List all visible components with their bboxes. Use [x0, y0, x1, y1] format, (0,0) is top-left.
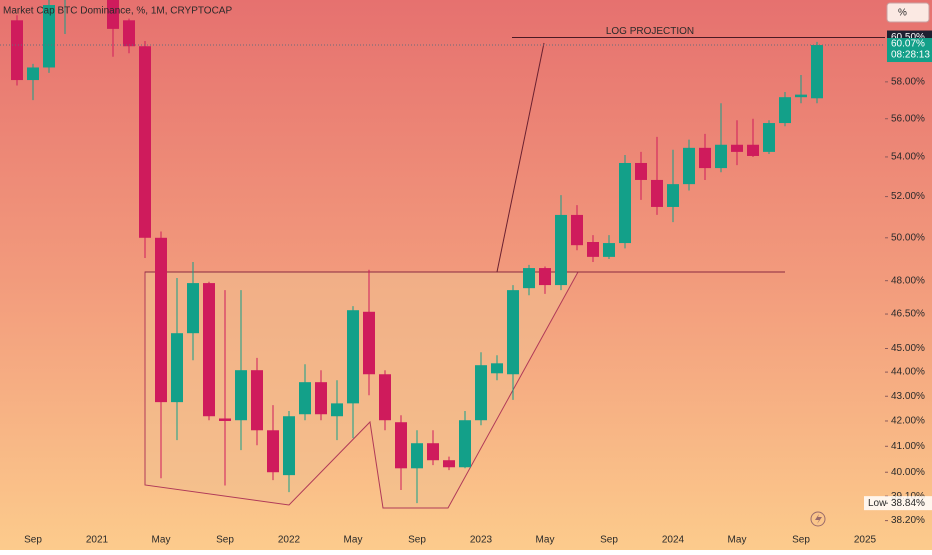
- y-tick-label: 40.00%: [891, 467, 925, 478]
- candle-body: [251, 370, 263, 431]
- y-tick-label: 41.00%: [891, 441, 925, 452]
- x-tick-label: May: [152, 535, 171, 546]
- plot-area: [0, 0, 885, 509]
- y-tick-label: 58.00%: [891, 77, 925, 88]
- low-price-label: 38.84%: [891, 498, 925, 509]
- low-box: [864, 496, 932, 511]
- countdown-label: 08:28:13: [891, 50, 930, 61]
- last-price-label: 60.07%: [891, 39, 925, 50]
- candle-body: [363, 311, 375, 375]
- x-tick-label: May: [728, 535, 747, 546]
- candle-body: [395, 422, 407, 469]
- candle-body: [379, 374, 391, 421]
- candle-body: [459, 420, 471, 468]
- candle-body: [203, 283, 215, 417]
- lightning-icon[interactable]: [810, 511, 826, 527]
- x-tick-label: Sep: [24, 535, 42, 546]
- candle-body: [651, 179, 663, 207]
- low-text: Low: [868, 498, 887, 509]
- scale-button-label[interactable]: %: [898, 8, 907, 19]
- x-tick-label: 2021: [86, 535, 109, 546]
- candle-body: [555, 214, 567, 286]
- candle-body: [11, 20, 23, 81]
- candle-body: [443, 460, 455, 468]
- y-tick-label: 42.00%: [891, 416, 925, 427]
- x-tick-label: 2025: [854, 535, 877, 546]
- chart-title: Market Cap BTC Dominance, %, 1M, CRYPTOC…: [3, 6, 232, 17]
- x-tick-label: Sep: [408, 535, 426, 546]
- candle-body: [683, 147, 695, 185]
- last-price-box: [887, 38, 932, 63]
- y-tick-label: 43.00%: [891, 391, 925, 402]
- candle-body: [187, 283, 199, 334]
- candle-body: [235, 370, 247, 421]
- y-tick-label: 38.20%: [891, 515, 925, 526]
- candle-body: [139, 46, 151, 238]
- candle-body: [427, 443, 439, 461]
- candle-body: [315, 382, 327, 415]
- candle-body: [107, 0, 119, 29]
- candle-body: [747, 144, 759, 156]
- candle-body: [475, 365, 487, 421]
- x-tick-label: 2024: [662, 535, 685, 546]
- candle-body: [299, 382, 311, 415]
- y-tick-label: 45.00%: [891, 343, 925, 354]
- y-tick-label: 48.00%: [891, 275, 925, 286]
- candle-body: [779, 97, 791, 124]
- projection-price-label: 60.50%: [891, 32, 925, 43]
- candle-body: [603, 243, 615, 257]
- x-tick-label: 2022: [278, 535, 301, 546]
- x-tick-label: Sep: [792, 535, 810, 546]
- candle-body: [267, 430, 279, 473]
- y-tick-label: 56.00%: [891, 113, 925, 124]
- scale-button[interactable]: [886, 2, 930, 23]
- candle-body: [795, 94, 807, 98]
- candle-body: [715, 144, 727, 169]
- projection-label: LOG PROJECTION: [606, 26, 694, 37]
- x-tick-label: 2023: [470, 535, 493, 546]
- x-tick-label: Sep: [600, 535, 618, 546]
- lightning-glyph: [815, 514, 822, 524]
- candle-body: [587, 242, 599, 257]
- candle-body: [491, 363, 503, 374]
- candle-body: [619, 162, 631, 244]
- candle-body: [667, 184, 679, 207]
- candle-body: [171, 333, 183, 403]
- x-tick-label: Sep: [216, 535, 234, 546]
- candle-body: [27, 67, 39, 81]
- candle-body: [811, 45, 823, 99]
- x-tick-label: May: [536, 535, 555, 546]
- candle-body: [523, 268, 535, 289]
- candle-body: [43, 5, 55, 68]
- x-tick-label: May: [344, 535, 363, 546]
- candle-body: [539, 268, 551, 286]
- candle-body: [347, 310, 359, 404]
- candle-body: [123, 20, 135, 47]
- candle-body: [331, 403, 343, 417]
- projection-leg: [496, 42, 545, 273]
- candle-body: [635, 162, 647, 180]
- candle-body: [507, 290, 519, 375]
- y-tick-label: 52.00%: [891, 191, 925, 202]
- candle-body: [571, 214, 583, 246]
- candle-body: [283, 416, 295, 476]
- y-tick-label: 46.50%: [891, 309, 925, 320]
- candle-body: [219, 418, 231, 421]
- candle-body: [155, 237, 167, 403]
- candle-body: [411, 443, 423, 469]
- candle-body: [763, 123, 775, 152]
- y-tick-label: 50.00%: [891, 232, 925, 243]
- y-tick-label: 44.00%: [891, 367, 925, 378]
- candle-body: [731, 144, 743, 152]
- candle-body: [699, 147, 711, 169]
- y-tick-label: 54.00%: [891, 152, 925, 163]
